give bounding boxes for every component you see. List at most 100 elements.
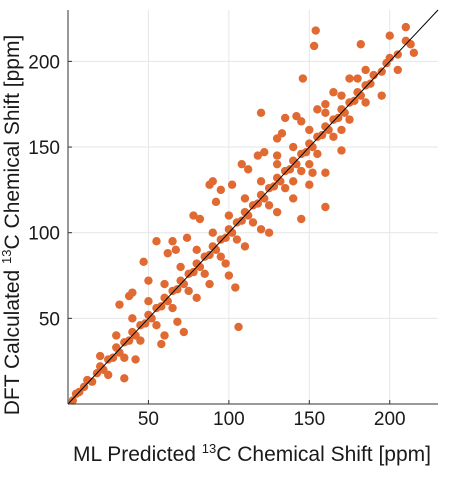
data-point-0-105 [280, 183, 290, 193]
data-point-0-107 [297, 166, 306, 176]
data-point-0-101 [248, 218, 258, 227]
data-point-0-124 [182, 233, 192, 243]
data-point-0-83 [104, 370, 113, 380]
data-point-0-168 [224, 271, 234, 280]
data-point-0-38 [221, 233, 230, 243]
data-point-0-156 [308, 168, 317, 177]
data-point-0-88 [144, 297, 153, 306]
data-point-0-103 [264, 201, 274, 210]
data-point-0-36 [211, 245, 221, 255]
data-point-0-66 [334, 113, 343, 123]
x-tick-label-0: 50 [138, 409, 159, 430]
data-point-0-129 [221, 259, 230, 268]
x-axis-label-suffix: C Chemical Shift [ppm] [216, 443, 431, 466]
data-point-0-151 [179, 327, 189, 337]
data-point-0-112 [337, 91, 346, 100]
data-point-0-144 [256, 108, 266, 117]
data-point-0-64 [324, 125, 333, 135]
data-point-0-169 [168, 237, 177, 246]
data-point-0-98 [224, 211, 234, 220]
data-point-0-131 [240, 242, 250, 251]
data-point-0-154 [272, 134, 282, 143]
data-point-0-162 [237, 159, 246, 169]
data-point-0-181 [305, 159, 314, 169]
data-point-0-175 [409, 48, 419, 58]
data-point-0-95 [200, 269, 209, 279]
data-point-0-158 [171, 245, 180, 255]
data-point-0-89 [152, 321, 161, 330]
data-point-0-174 [401, 22, 411, 32]
x-axis-label: ML Predicted 13C Chemical Shift [ppm] [73, 441, 431, 466]
data-point-0-58 [301, 147, 311, 157]
data-point-0-76 [377, 67, 386, 76]
data-point-0-79 [393, 50, 402, 59]
data-point-0-155 [253, 151, 263, 160]
data-point-0-137 [289, 194, 298, 203]
data-point-0-146 [297, 214, 306, 224]
data-point-0-180 [321, 100, 330, 109]
y-tick-label-0: 50 [39, 309, 60, 330]
data-point-0-179 [337, 125, 346, 135]
data-point-0-164 [311, 26, 320, 35]
data-point-0-166 [298, 74, 308, 83]
data-point-0-139 [305, 180, 314, 189]
data-point-0-127 [205, 279, 214, 289]
data-point-0-24 [163, 297, 172, 306]
data-point-0-20 [147, 314, 156, 323]
data-point-0-182 [289, 177, 298, 186]
data-point-0-115 [361, 98, 370, 107]
data-point-0-161 [264, 228, 274, 237]
data-point-0-123 [173, 317, 182, 326]
data-point-0-82 [95, 351, 105, 361]
axes [67, 10, 438, 405]
data-point-0-75 [369, 70, 378, 80]
tick-labels: 50 100 150 200 50 100 150 200 [28, 52, 405, 430]
data-point-0-0 [68, 396, 78, 405]
data-point-0-165 [309, 41, 319, 51]
data-point-0-94 [192, 245, 201, 255]
grid-lines [68, 10, 438, 404]
data-point-0-111 [329, 132, 338, 141]
data-point-0-140 [313, 105, 322, 114]
x-axis-label-prefix: ML Predicted [73, 443, 202, 466]
data-point-0-18 [141, 319, 150, 328]
data-point-0-128 [211, 197, 221, 207]
data-point-0-183 [272, 151, 282, 160]
data-point-0-122 [163, 249, 172, 258]
data-point-0-32 [195, 262, 205, 272]
data-point-0-173 [385, 31, 394, 40]
data-point-0-34 [205, 250, 214, 260]
data-point-0-84 [112, 331, 121, 340]
reference-line [67, 9, 439, 405]
data-point-0-172 [356, 40, 365, 49]
data-point-0-132 [243, 165, 253, 174]
data-point-0-74 [366, 79, 375, 88]
data-point-0-157 [216, 185, 226, 195]
data-point-0-106 [289, 142, 298, 152]
data-point-0-159 [160, 331, 169, 340]
data-point-0-60 [308, 142, 317, 152]
y-axis-label: DFT Calculated 13C Chemical Shift [ppm] [0, 35, 24, 416]
data-point-0-87 [136, 336, 145, 345]
data-point-0-97 [216, 252, 226, 261]
data-point-0-104 [272, 159, 282, 169]
data-point-0-56 [292, 159, 301, 169]
y-tick-label-2: 150 [28, 138, 60, 159]
data-point-0-160 [292, 112, 301, 121]
data-point-0-171 [345, 74, 354, 83]
data-point-0-141 [321, 168, 330, 177]
data-point-0-120 [144, 276, 153, 285]
x-tick-label-3: 200 [374, 409, 406, 430]
y-axis-label-suffix: C Chemical Shift [ppm] [1, 35, 24, 250]
data-point-0-102 [256, 177, 266, 186]
x-tick-label-2: 150 [293, 409, 325, 430]
data-point-0-93 [184, 286, 193, 296]
data-point-0-142 [329, 88, 338, 97]
data-point-0-176 [393, 65, 402, 75]
y-axis-label-superscript: 13 [0, 249, 14, 263]
y-axis-label-prefix: DFT Calculated [1, 264, 24, 415]
data-point-0-78 [385, 53, 394, 63]
data-point-0-30 [189, 267, 198, 277]
